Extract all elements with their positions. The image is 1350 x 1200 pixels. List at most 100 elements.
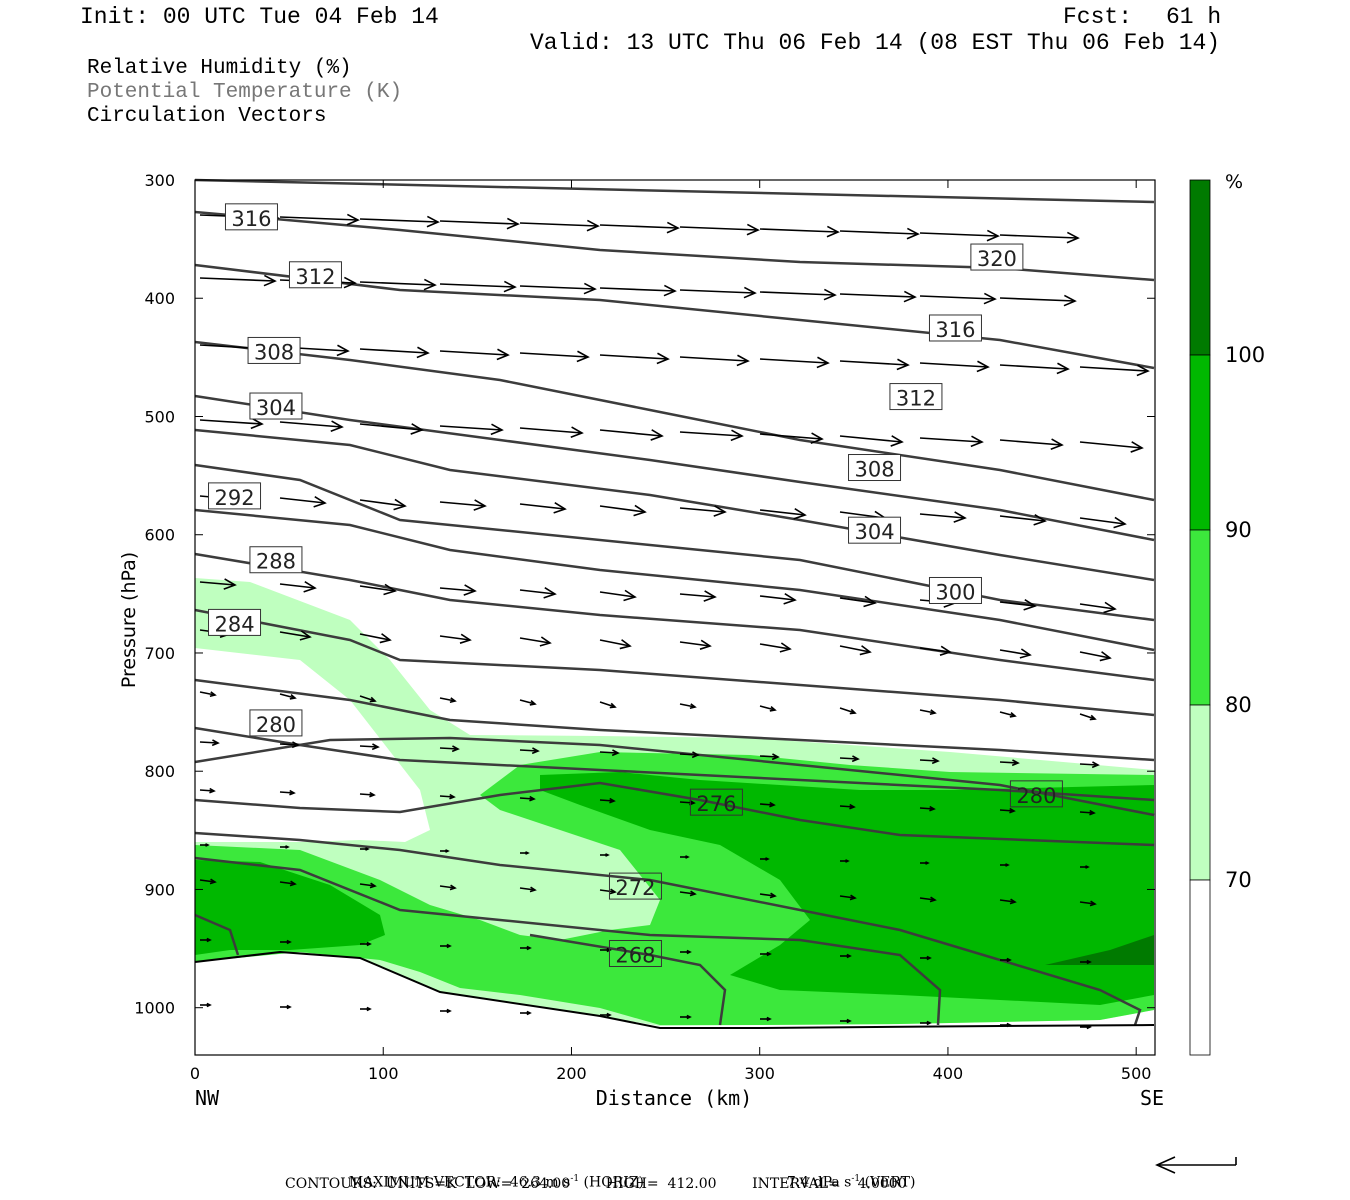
circulation-vector-head <box>1086 959 1092 965</box>
circulation-vector-head <box>303 580 317 593</box>
circulation-vector-shaft <box>839 645 871 653</box>
circulation-vector-head <box>783 592 797 605</box>
circulation-vector-head <box>506 217 520 230</box>
circulation-vector-head <box>1063 294 1077 307</box>
circulation-vector-head <box>983 292 997 305</box>
circulation-vector-shaft <box>759 291 836 296</box>
y-tick-label: 800 <box>144 762 175 781</box>
circulation-vector-shaft <box>759 595 796 601</box>
circulation-vector-head <box>526 1010 532 1016</box>
circulation-vector-head <box>929 896 937 903</box>
circulation-vector-head <box>606 947 612 953</box>
circulation-vector-shaft <box>599 889 616 893</box>
y-tick-label: 600 <box>144 526 175 545</box>
circulation-vector-shaft <box>199 789 215 792</box>
field-theta: Potential Temperature (K) <box>87 81 403 104</box>
circulation-vector-shaft <box>359 218 439 223</box>
circulation-vector-head <box>543 586 557 599</box>
circulation-vector-head <box>343 276 357 289</box>
circulation-vector-head <box>445 849 450 853</box>
circulation-vector-shaft <box>359 499 406 507</box>
theta-label-box <box>249 546 303 574</box>
circulation-vector-head <box>369 882 377 889</box>
theta-contour-line <box>194 210 1155 282</box>
circulation-vector-head <box>689 703 697 710</box>
circulation-vector-head <box>503 280 517 293</box>
circulation-vector-head <box>953 511 967 523</box>
circulation-vector-head <box>650 429 664 441</box>
theta-label-box <box>848 454 902 482</box>
y-tick-label: 500 <box>144 407 175 426</box>
circulation-vector-head <box>529 699 537 706</box>
circulation-vector-head <box>1136 364 1150 377</box>
circulation-vector-head <box>1056 362 1070 375</box>
circulation-vector-shaft <box>999 809 1015 812</box>
circulation-vector-head <box>416 346 430 359</box>
circulation-vector-head <box>451 745 460 753</box>
rh-90-region <box>195 860 385 955</box>
circulation-vector-head <box>1019 648 1032 659</box>
circulation-vector-head <box>746 223 760 236</box>
y-tick-label: 1000 <box>134 999 175 1018</box>
circulation-vector-head <box>689 799 696 806</box>
circulation-vector-shaft <box>759 893 776 897</box>
theta-contour-line <box>529 933 727 1026</box>
circulation-vector-shaft <box>519 589 556 595</box>
theta-label: 272 <box>615 876 655 900</box>
circulation-vector-shaft <box>519 749 539 752</box>
theta-label: 316 <box>231 207 271 231</box>
circulation-vector-head <box>743 286 757 299</box>
circulation-vector-shaft <box>359 348 429 354</box>
circulation-vector-shaft <box>439 697 456 702</box>
theta-contour-line <box>194 831 1142 1026</box>
circulation-vector-head <box>1089 714 1097 721</box>
circulation-vector-head <box>849 894 857 901</box>
circulation-vector-head <box>810 432 824 444</box>
theta-contour-line <box>194 263 1155 370</box>
y-tick-label: 400 <box>144 289 175 308</box>
circulation-vector-head <box>1009 711 1017 718</box>
circulation-vector-head <box>685 855 690 859</box>
circulation-vector-shaft <box>439 283 516 288</box>
theta-label: 304 <box>854 520 894 544</box>
theta-contour-line <box>194 508 1155 652</box>
circulation-vector-shaft <box>679 641 711 647</box>
circulation-vector-head <box>609 702 617 709</box>
colorbar-segment <box>1189 179 1211 356</box>
circulation-vector-head <box>771 753 780 761</box>
circulation-vector-shaft <box>519 503 566 510</box>
y-tick-label: 700 <box>144 644 175 663</box>
circulation-vector-head <box>663 284 677 297</box>
valid-time: Valid: 13 UTC Thu 06 Feb 14 (08 EST Thu … <box>530 30 1221 56</box>
circulation-vector-head <box>463 584 477 596</box>
init-time: Init: 00 UTC Tue 04 Feb 14 <box>80 4 439 30</box>
circulation-vector-head <box>449 697 457 704</box>
circulation-vector-shaft <box>759 755 779 758</box>
theta-label: 288 <box>256 550 296 574</box>
circulation-vector-shaft <box>919 232 999 237</box>
circulation-vector-shaft <box>839 230 919 235</box>
circulation-vector-shaft <box>519 637 551 644</box>
circulation-vector-shaft <box>439 220 519 225</box>
theta-label: 320 <box>977 247 1017 271</box>
circulation-vector-shaft <box>679 891 696 895</box>
circulation-vector-shaft <box>679 593 716 598</box>
circulation-vector-shaft <box>199 741 219 744</box>
circulation-vector-head <box>446 943 452 949</box>
circulation-vector-head <box>1085 865 1090 869</box>
circulation-vector-head <box>769 705 777 712</box>
circulation-vector-shaft <box>439 501 486 507</box>
circulation-vector-shaft <box>439 425 503 431</box>
theta-label: 300 <box>935 580 975 604</box>
theta-label-box <box>208 482 262 510</box>
x-axis-label: Distance (km) <box>596 1086 753 1110</box>
circulation-vector-shaft <box>279 693 296 699</box>
circulation-vector-head <box>570 426 584 438</box>
nw-label: NW <box>195 1086 220 1110</box>
x-axis: 0 100 200 300 400 500 <box>190 180 1151 1083</box>
horiz-unit-exponent: -1 <box>570 1174 580 1184</box>
circulation-vector-head <box>529 886 537 893</box>
circulation-vector-head <box>1009 898 1017 905</box>
circulation-vector-head <box>369 696 377 703</box>
circulation-vector-head <box>849 803 856 810</box>
